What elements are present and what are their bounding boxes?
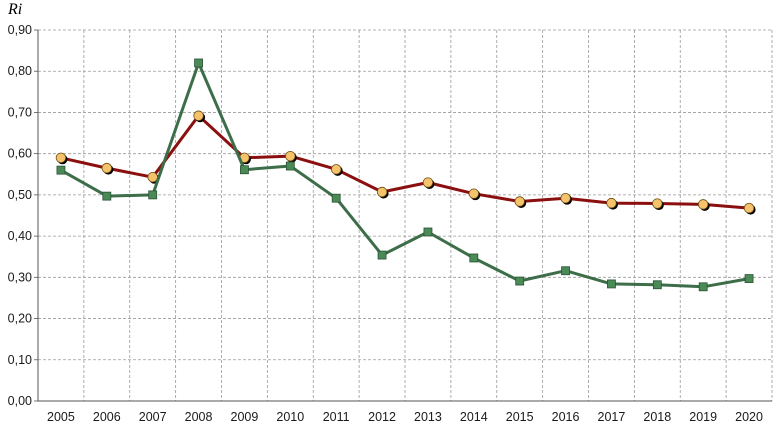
y-tick-label: 0,20 [8, 312, 32, 326]
data-point [744, 274, 754, 283]
x-tick-label: 2018 [643, 410, 671, 424]
y-tick-label: 0,70 [8, 105, 32, 119]
data-point [56, 165, 66, 175]
data-point [376, 186, 388, 198]
y-axis-label: Ri [7, 1, 22, 18]
data-point [194, 58, 203, 68]
y-tick-labels: 0,00 0,10 0,20 0,30 0,40 0,50 0,60 0,70 0,80 0,90 [8, 23, 32, 408]
data-point [285, 150, 296, 162]
x-tick-label: 2008 [185, 410, 213, 424]
y-tick-label: 0,50 [8, 188, 32, 202]
series-group [55, 58, 756, 292]
data-point [101, 162, 113, 174]
data-point [561, 266, 570, 276]
y-tick-label: 0,10 [8, 353, 32, 367]
x-tick-label: 2017 [598, 410, 626, 424]
data-point [514, 196, 525, 207]
grid [38, 29, 773, 401]
data-point [697, 199, 709, 210]
data-point [331, 193, 341, 203]
x-tick-label: 2019 [689, 410, 717, 424]
series-1-line [60, 114, 750, 210]
x-tick-label: 2006 [93, 410, 121, 424]
x-tick-label: 2009 [231, 410, 259, 424]
y-tick-label: 0,30 [8, 270, 32, 284]
x-tick-label: 2011 [323, 410, 350, 424]
data-point [607, 279, 616, 289]
y-tick-label: 0,00 [8, 394, 32, 408]
x-tick-label: 2012 [368, 410, 396, 424]
x-tick-label: 2015 [506, 410, 534, 424]
data-point [652, 280, 662, 290]
y-tick-label: 0,80 [8, 64, 32, 78]
data-point [560, 192, 571, 204]
data-point [469, 253, 479, 263]
data-point [193, 110, 204, 121]
series-2-line [60, 61, 750, 289]
data-point [468, 188, 480, 199]
x-tick-labels: 2005 2006 2007 2008 2009 2010 2011 2012 2013 2014… [47, 410, 763, 424]
data-point [515, 276, 525, 286]
x-tick-label: 2020 [735, 410, 763, 424]
y-tick-label: 0,90 [8, 23, 32, 37]
y-tick-label: 0,40 [8, 229, 32, 243]
x-tick-label: 2007 [139, 410, 167, 424]
data-point [240, 165, 249, 175]
data-point [743, 202, 755, 214]
data-point [55, 152, 67, 163]
x-tick-label: 2014 [460, 410, 488, 424]
data-point [148, 190, 158, 200]
x-tick-label: 2010 [276, 410, 304, 424]
series-1 [55, 110, 756, 215]
data-point [377, 250, 387, 260]
data-point [652, 198, 663, 209]
data-point [698, 282, 708, 292]
axes [34, 29, 772, 402]
data-point [330, 164, 342, 175]
x-tick-label: 2013 [414, 410, 442, 424]
series-2 [56, 58, 754, 292]
data-point [147, 171, 158, 183]
data-point [422, 177, 434, 188]
data-point [285, 161, 295, 171]
x-tick-label: 2005 [47, 410, 75, 424]
data-point [423, 227, 433, 237]
data-point [102, 191, 112, 201]
x-tick-label: 2016 [552, 410, 580, 424]
data-point [606, 197, 617, 209]
y-tick-label: 0,60 [8, 147, 32, 161]
